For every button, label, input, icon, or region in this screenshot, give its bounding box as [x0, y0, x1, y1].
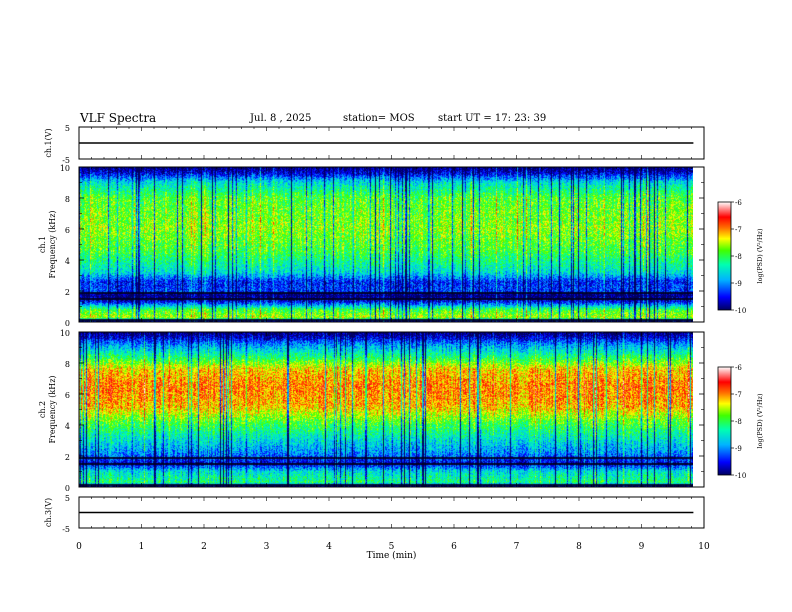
ch1-spectrogram-ytick-label: 4 [65, 257, 70, 266]
ch1-waveform-ytick-top: 5 [65, 124, 70, 133]
ch1-spectrogram-colorbar-tick-label: -7 [735, 226, 742, 234]
ch1-spectrogram-ylabel-frequency: Frequency (kHz) [48, 210, 57, 278]
ch2-spectrogram-colorbar-tick-label: -9 [735, 445, 742, 453]
ch2-spectrogram-colorbar [717, 366, 732, 476]
time-axis-tick-label: 10 [698, 542, 710, 552]
ch1-spectrogram-ylabel-channel: ch.1 [38, 236, 47, 253]
ch2-spectrogram-ytick-label: 8 [65, 360, 70, 369]
ch3-waveform-ylabel: ch.3(V) [44, 498, 53, 527]
time-axis-label: Time (min) [367, 550, 417, 561]
ch2-spectrogram-ytick-label: 4 [65, 422, 70, 431]
ch1-spectrogram-canvas [79, 167, 693, 322]
ch1-spectrogram-ytick-label: 10 [60, 164, 70, 173]
ch1-waveform-ylabel: ch.1(V) [44, 128, 53, 157]
time-axis-tick-label: 6 [451, 542, 457, 552]
ch2-spectrogram-colorbar-tick-label: -10 [735, 472, 746, 480]
station-label: station= MOS [343, 113, 415, 124]
ch1-spectrogram-colorbar-tick-label: -10 [735, 307, 746, 315]
time-axis-tick-label: 8 [576, 542, 582, 552]
ch1-waveform-ytick-bottom: -5 [62, 156, 70, 165]
time-axis-tick-label: 0 [76, 542, 82, 552]
ch1-spectrogram-colorbar-tick-label: -8 [735, 253, 742, 261]
ch1-waveform-frame [78, 126, 705, 160]
ch2-spectrogram-frame [78, 331, 705, 488]
figure-title: VLF Spectra [80, 111, 157, 125]
ch1-spectrogram-frame [78, 166, 705, 323]
ch1-spectrogram-colorbar-tick-label: -9 [735, 280, 742, 288]
ch2-spectrogram-ylabel-channel: ch.2 [38, 401, 47, 418]
date-label: Jul. 8 , 2025 [250, 113, 312, 124]
ch2-spectrogram-ylabel-frequency: Frequency (kHz) [48, 375, 57, 443]
ch2-spectrogram-ytick-label: 2 [65, 453, 70, 462]
ch2-spectrogram-ytick-label: 0 [65, 484, 70, 493]
ch2-spectrogram-colorbar-tick-label: -6 [735, 364, 742, 372]
ch3-waveform-ytick-bottom: -5 [62, 525, 70, 534]
time-axis-tick-label: 9 [639, 542, 645, 552]
ch2-spectrogram-colorbar-tick-label: -7 [735, 391, 742, 399]
ch2-spectrogram-canvas [79, 332, 693, 487]
ch1-spectrogram-colorbar-label: log(PSD) (V²/Hz) [756, 228, 764, 283]
ch1-spectrogram-colorbar-tick-label: -6 [735, 199, 742, 207]
time-axis-tick-label: 5 [389, 542, 395, 552]
start-time-label: start UT = 17: 23: 39 [438, 113, 547, 124]
ch2-spectrogram-colorbar-label: log(PSD) (V²/Hz) [756, 393, 764, 448]
ch3-waveform-frame [78, 496, 705, 529]
ch2-spectrogram-raster [79, 332, 693, 487]
ch1-spectrogram-ytick-label: 0 [65, 319, 70, 328]
time-axis-tick-label: 2 [201, 542, 207, 552]
ch1-spectrogram-raster [79, 167, 693, 322]
time-axis-tick-label: 1 [139, 542, 145, 552]
ch1-spectrogram-ytick-label: 6 [65, 226, 70, 235]
ch1-spectrogram-colorbar [717, 201, 732, 311]
time-axis-tick-label: 4 [326, 542, 332, 552]
ch3-waveform-ytick-top: 5 [65, 494, 70, 503]
ch2-spectrogram-colorbar-tick-label: -8 [735, 418, 742, 426]
time-axis-tick-label: 7 [514, 542, 520, 552]
ch2-spectrogram-ytick-label: 6 [65, 391, 70, 400]
time-axis-tick-label: 3 [264, 542, 270, 552]
ch2-spectrogram-ytick-label: 10 [60, 329, 70, 338]
ch1-spectrogram-ytick-label: 8 [65, 195, 70, 204]
ch1-spectrogram-ytick-label: 2 [65, 288, 70, 297]
